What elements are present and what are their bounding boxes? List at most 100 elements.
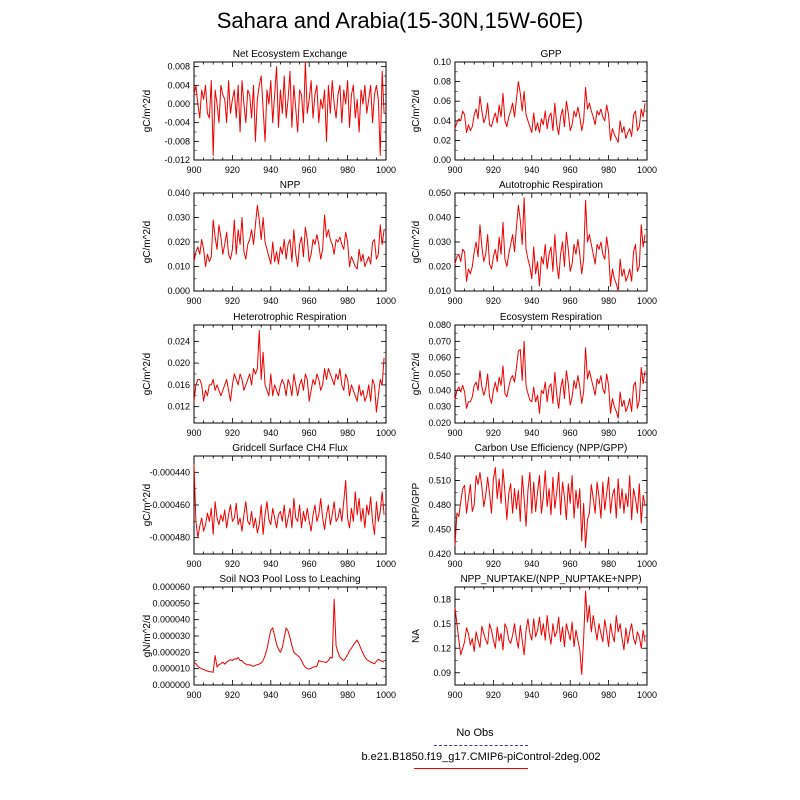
plot-frame [454, 324, 648, 424]
x-tick-label: 960 [563, 165, 578, 175]
x-tick-label: 920 [486, 428, 501, 438]
y-tick-label: 0.540 [428, 451, 451, 461]
y-tick-label: 0.050 [428, 188, 451, 198]
series-line-0 [193, 598, 385, 673]
series-line-0 [193, 204, 385, 270]
series-line-0 [454, 590, 646, 675]
x-tick-label: 900 [186, 690, 201, 700]
legend-run-line [414, 768, 528, 769]
y-tick-label: -0.000460 [149, 500, 190, 510]
chart-panel-0: Net Ecosystem Exchange gC/m^2/d 900 920 940 9… [142, 49, 396, 175]
y-tick-label: 0.040 [428, 213, 451, 223]
y-tick-label: 0.510 [428, 476, 451, 486]
y-tick-label: 0.000020 [152, 647, 190, 657]
chart-title: Gridcell Surface CH4 Flux [232, 443, 348, 454]
series-line-0 [193, 329, 385, 413]
y-tick-label: 0.020 [428, 418, 451, 428]
series-line-0 [454, 340, 646, 419]
y-tick-label: 0.080 [428, 320, 451, 330]
x-tick-label: 940 [263, 296, 278, 306]
chart-title: Soil NO3 Pool Loss to Leaching [219, 574, 360, 585]
y-tick-label: 0.18 [433, 594, 451, 604]
y-tick-label: 0.08 [433, 77, 451, 87]
y-tick-label: 0.02 [433, 135, 451, 145]
y-tick-label: -0.012 [164, 155, 190, 165]
y-tick-label: 0.030 [428, 402, 451, 412]
y-axis-label: NA [411, 629, 422, 643]
y-tick-label: 0.12 [433, 643, 451, 653]
series-line-0 [454, 81, 646, 143]
y-tick-label: 0.15 [433, 619, 451, 629]
chart-panel-5: Ecosystem Respiration gC/m^2/d 900 920 940 96… [411, 312, 657, 438]
x-tick-label: 1000 [637, 428, 657, 438]
x-tick-label: 960 [563, 559, 578, 569]
x-tick-label: 900 [447, 428, 462, 438]
x-tick-label: 900 [447, 165, 462, 175]
x-tick-label: 980 [601, 165, 616, 175]
series-line-0 [193, 61, 385, 156]
x-tick-label: 1000 [376, 428, 396, 438]
figure-title: Sahara and Arabia(15-30N,15W-60E) [216, 8, 584, 33]
x-tick-label: 900 [447, 296, 462, 306]
x-tick-label: 920 [225, 428, 240, 438]
plot-frame [193, 324, 387, 424]
x-tick-label: 900 [186, 165, 201, 175]
x-tick-label: 980 [340, 559, 355, 569]
y-tick-label: 0.010 [428, 286, 451, 296]
y-tick-label: 0.000060 [152, 582, 190, 592]
y-tick-label: 0.000030 [152, 631, 190, 641]
legend-obs-label: No Obs [456, 727, 494, 739]
chart-panel-4: Heterotrophic Respiration gC/m^2/d 900 920 9… [142, 312, 396, 438]
x-tick-label: 920 [486, 296, 501, 306]
y-tick-label: 0.024 [167, 336, 190, 346]
x-tick-label: 940 [263, 559, 278, 569]
x-tick-label: 920 [486, 690, 501, 700]
y-tick-label: 0.016 [167, 380, 190, 390]
chart-title: Heterotrophic Respiration [233, 312, 346, 323]
x-tick-label: 1000 [637, 559, 657, 569]
x-tick-label: 920 [225, 559, 240, 569]
x-tick-label: 980 [601, 559, 616, 569]
y-tick-label: 0.000010 [152, 664, 190, 674]
plot-frame [454, 192, 648, 292]
y-tick-label: 0.010 [167, 262, 190, 272]
legend-obs-line [434, 745, 528, 746]
x-tick-label: 920 [225, 165, 240, 175]
x-tick-label: 960 [563, 296, 578, 306]
x-tick-label: 920 [225, 690, 240, 700]
y-axis-label: gC/m^2/d [411, 90, 422, 133]
x-tick-label: 960 [302, 296, 317, 306]
y-axis-label: gC/m^2/d [142, 221, 153, 264]
x-tick-label: 1000 [376, 165, 396, 175]
y-tick-label: 0.04 [433, 116, 451, 126]
plot-frame [454, 61, 648, 161]
x-tick-label: 980 [601, 690, 616, 700]
chart-title: NPP_NUPTAKE/(NPP_NUPTAKE+NPP) [460, 574, 641, 585]
x-tick-label: 980 [340, 690, 355, 700]
x-tick-label: 960 [302, 690, 317, 700]
x-tick-label: 980 [340, 296, 355, 306]
chart-title: NPP [280, 180, 301, 191]
x-tick-label: 940 [524, 559, 539, 569]
y-tick-label: -0.000480 [149, 533, 190, 543]
plot-frame [193, 455, 387, 555]
x-tick-label: 980 [340, 428, 355, 438]
x-tick-label: 960 [302, 165, 317, 175]
x-tick-label: 940 [263, 428, 278, 438]
y-tick-label: 0.000040 [152, 615, 190, 625]
y-tick-label: 0.040 [167, 188, 190, 198]
y-tick-label: 0.030 [428, 237, 451, 247]
y-tick-label: 0.000050 [152, 598, 190, 608]
y-tick-label: 0.008 [167, 62, 190, 72]
chart-title: Autotrophic Respiration [499, 180, 603, 191]
y-tick-label: 0.09 [433, 668, 451, 678]
x-tick-label: 900 [447, 690, 462, 700]
x-tick-label: 1000 [376, 296, 396, 306]
y-tick-label: 0.000 [167, 286, 190, 296]
y-tick-label: 0.000 [167, 99, 190, 109]
x-tick-label: 920 [225, 296, 240, 306]
y-axis-label: gC/m^2/d [411, 221, 422, 264]
chart-title: Carbon Use Efficiency (NPP/GPP) [475, 443, 628, 454]
